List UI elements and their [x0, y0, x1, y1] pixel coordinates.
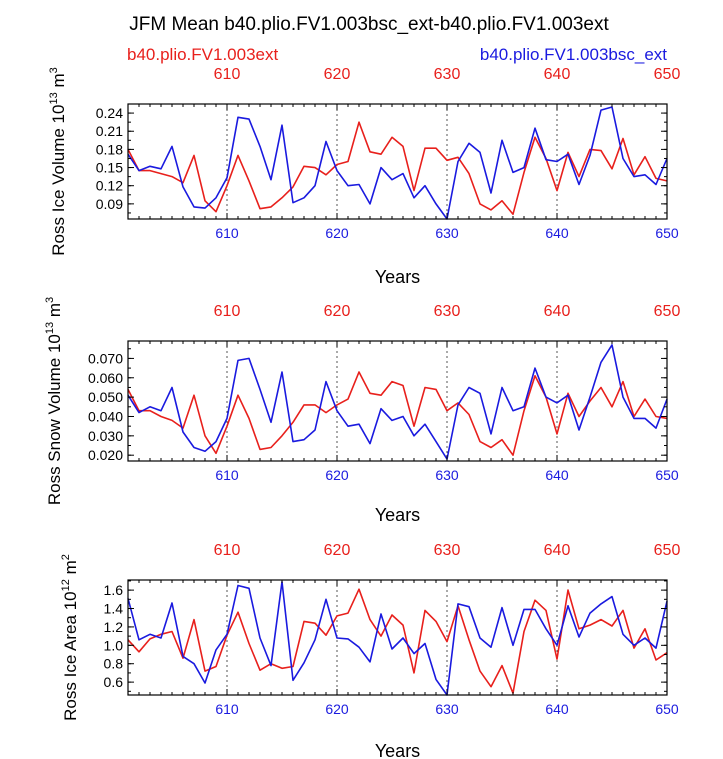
x-tick-label-bottom: 620 — [325, 467, 349, 483]
figure-title: JFM Mean b40.plio.FV1.003bsc_ext-b40.pli… — [129, 14, 609, 35]
y-tick-label: 1.0 — [104, 637, 124, 653]
x-tick-label-bottom: 610 — [215, 225, 239, 241]
x-tick-label-bottom: 630 — [435, 225, 459, 241]
panel-3: 0.6 0.8 1.0 1.2 1.4 1.6 610 610 620 620 630 630 640 6… — [60, 542, 680, 759]
series-line-red — [127, 371, 668, 457]
y-tick-label: 0.18 — [96, 141, 123, 157]
y-tick-label: 0.070 — [88, 350, 123, 366]
x-tick-label-top: 640 — [544, 542, 571, 559]
x-tick-label-bottom: 650 — [655, 701, 679, 717]
y-tick-label: 0.6 — [104, 674, 124, 690]
x-tick-label-bottom: 620 — [325, 225, 349, 241]
x-tick-label-bottom: 610 — [215, 467, 239, 483]
x-tick-label-bottom: 640 — [545, 225, 569, 241]
panel-2: 0.020 0.030 0.040 0.050 0.060 0.070 610 610 620 6… — [44, 297, 680, 525]
series-line-blue — [127, 344, 668, 460]
y-tick-label: 0.060 — [88, 370, 123, 386]
y-tick-label: 0.21 — [96, 123, 123, 139]
x-tick-label-bottom: 640 — [545, 701, 569, 717]
y-tick-label: 0.24 — [96, 105, 123, 121]
x-tick-label-top: 620 — [324, 66, 351, 83]
y-tick-label: 0.020 — [88, 447, 123, 463]
series-line-blue — [127, 580, 668, 696]
x-tick-label-top: 630 — [434, 542, 461, 559]
series-line-blue — [127, 106, 668, 220]
y-tick-label: 0.8 — [104, 656, 124, 672]
y-tick-label: 0.12 — [96, 178, 123, 194]
x-tick-label-top: 640 — [544, 66, 571, 83]
y-tick-label: 0.09 — [96, 196, 123, 212]
x-tick-label-top: 610 — [214, 303, 241, 320]
x-tick-label-bottom: 610 — [215, 701, 239, 717]
x-tick-label-top: 650 — [654, 303, 681, 320]
x-tick-label-bottom: 650 — [655, 225, 679, 241]
y-axis-label: Ross Snow Volume 1013 m3 — [44, 297, 64, 505]
y-tick-label: 0.15 — [96, 160, 123, 176]
x-tick-label-bottom: 620 — [325, 701, 349, 717]
x-tick-label-top: 610 — [214, 542, 241, 559]
x-axis-label: Years — [375, 741, 420, 759]
series-line-red — [127, 588, 668, 695]
x-tick-label-top: 610 — [214, 66, 241, 83]
x-tick-label-bottom: 630 — [435, 701, 459, 717]
x-tick-label-top: 650 — [654, 542, 681, 559]
plot-frame — [127, 103, 668, 220]
x-tick-label-top: 620 — [324, 542, 351, 559]
x-tick-label-top: 650 — [654, 66, 681, 83]
x-tick-label-bottom: 650 — [655, 467, 679, 483]
y-axis-label: Ross Ice Volume 1013 m3 — [48, 67, 68, 255]
x-axis-label: Years — [375, 267, 420, 287]
y-tick-label: 0.030 — [88, 428, 123, 444]
y-axis-label: Ross Ice Area 1012 m2 — [60, 554, 80, 721]
x-tick-label-bottom: 640 — [545, 467, 569, 483]
y-tick-label: 0.040 — [88, 408, 123, 424]
x-axis-label: Years — [375, 505, 420, 525]
x-tick-label-top: 630 — [434, 66, 461, 83]
x-tick-label-bottom: 630 — [435, 467, 459, 483]
panel-1: 0.09 0.12 0.15 0.18 0.21 0.24 610 610 620 620 630 6… — [48, 66, 680, 287]
plot-frame — [127, 340, 668, 462]
y-tick-label: 0.050 — [88, 389, 123, 405]
plot-frame — [127, 579, 668, 696]
legend-red-label: b40.plio.FV1.003ext — [127, 45, 278, 64]
y-tick-label: 1.2 — [104, 619, 124, 635]
y-tick-label: 1.6 — [104, 582, 124, 598]
series-line-red — [127, 121, 668, 215]
legend-blue-label: b40.plio.FV1.003bsc_ext — [480, 45, 667, 64]
y-tick-label: 1.4 — [104, 601, 124, 617]
x-tick-label-top: 630 — [434, 303, 461, 320]
x-tick-label-top: 620 — [324, 303, 351, 320]
x-tick-label-top: 640 — [544, 303, 571, 320]
